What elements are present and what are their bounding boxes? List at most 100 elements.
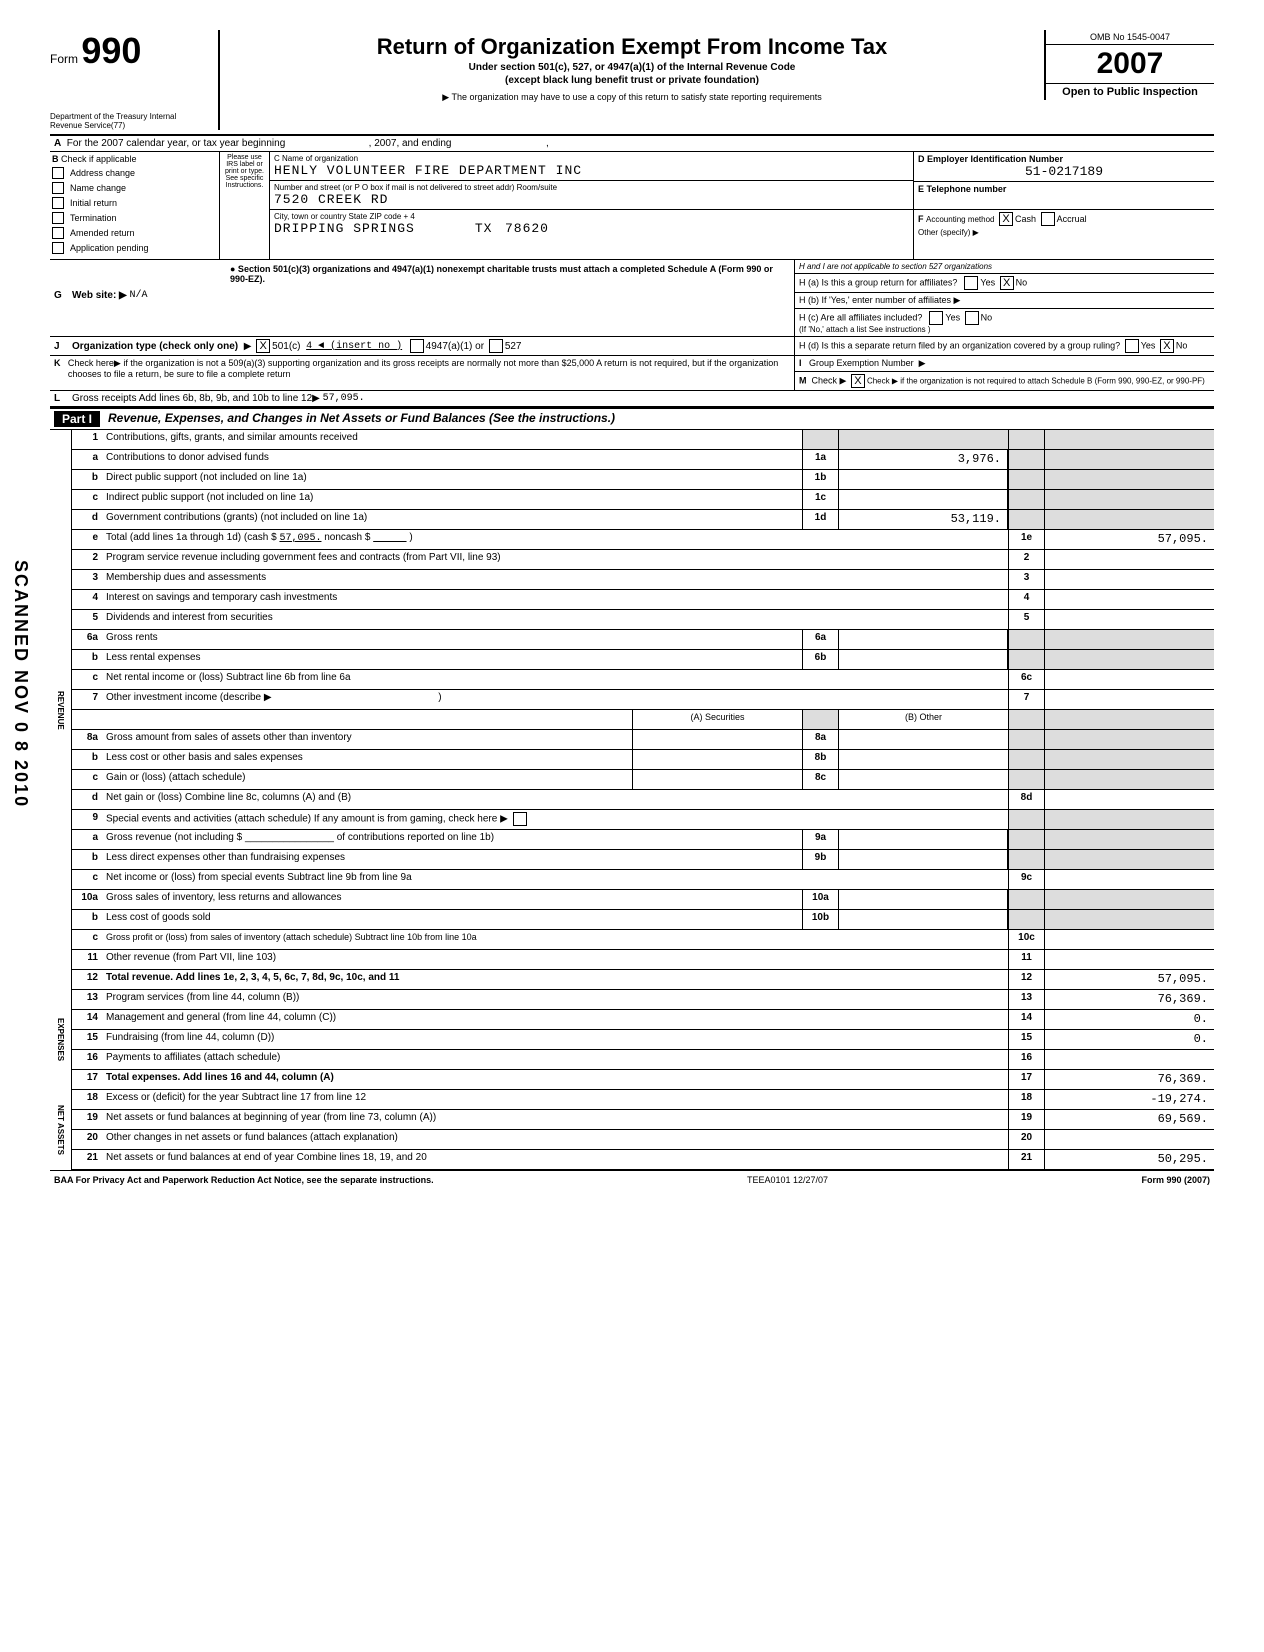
box1d: 1d: [802, 510, 838, 529]
line-a-mid: , 2007, and ending: [369, 138, 452, 149]
chk-initial-return[interactable]: [52, 197, 64, 209]
chk-application-pending[interactable]: [52, 242, 64, 254]
box10b: 10b: [802, 910, 838, 929]
ha-no-lbl: No: [1016, 277, 1028, 287]
h-d: H (d) Is this a separate return filed by…: [799, 340, 1120, 350]
ha-yes-lbl: Yes: [980, 277, 995, 287]
line21: Net assets or fund balances at end of ye…: [102, 1150, 1008, 1169]
box3: 3: [1008, 570, 1044, 589]
line-a-text: For the 2007 calendar year, or tax year …: [67, 138, 285, 149]
b-item2: Initial return: [70, 198, 117, 208]
val17: 76,369.: [1044, 1070, 1214, 1089]
website-value: N/A: [130, 290, 148, 301]
omb-number: OMB No 1545-0047: [1046, 30, 1214, 45]
box1b: 1b: [802, 470, 838, 489]
b-item0: Address change: [70, 168, 135, 178]
box10c: 10c: [1008, 930, 1044, 949]
line8c: Gain or (loss) (attach schedule): [102, 770, 632, 789]
page-footer: BAA For Privacy Act and Paperwork Reduct…: [50, 1170, 1214, 1189]
chk-m[interactable]: X: [851, 374, 865, 388]
hd-no[interactable]: X: [1160, 339, 1174, 353]
line8a: Gross amount from sales of assets other …: [102, 730, 632, 749]
j-label: Organization type (check only one): [72, 341, 238, 352]
footer-mid: TEEA0101 12/27/07: [747, 1175, 828, 1185]
i-label: Group Exemption Number: [809, 358, 914, 368]
col-a-securities: (A) Securities: [632, 710, 802, 729]
line10a: Gross sales of inventory, less returns a…: [102, 890, 802, 909]
line9c: Net income or (loss) from special events…: [102, 870, 1008, 889]
box10a: 10a: [802, 890, 838, 909]
line9: Special events and activities (attach sc…: [102, 810, 1008, 829]
footer-left: BAA For Privacy Act and Paperwork Reduct…: [54, 1175, 434, 1185]
box13: 13: [1008, 990, 1044, 1009]
line-a-end: ,: [546, 138, 549, 149]
h-b: H (b) If 'Yes,' enter number of affiliat…: [795, 293, 1214, 309]
box6c: 6c: [1008, 670, 1044, 689]
line8b: Less cost or other basis and sales expen…: [102, 750, 632, 769]
val21: 50,295.: [1044, 1150, 1214, 1169]
j-4947: 4947(a)(1) or: [426, 341, 484, 352]
b-item4: Amended return: [70, 228, 135, 238]
e-label: E Telephone number: [918, 184, 1210, 194]
val18: -19,274.: [1044, 1090, 1214, 1109]
g-label: Web site: ▶: [72, 290, 127, 301]
chk-cash[interactable]: X: [999, 212, 1013, 226]
b-item3: Termination: [70, 213, 117, 223]
part1-tag: Part I: [54, 411, 100, 427]
org-zip: 78620: [505, 221, 549, 236]
chk-gaming[interactable]: [513, 812, 527, 826]
val13: 76,369.: [1044, 990, 1214, 1009]
col-b-other: (B) Other: [838, 710, 1008, 729]
irs-label-col: Please use IRS label or print or type. S…: [220, 152, 270, 259]
box18: 18: [1008, 1090, 1044, 1109]
f-label: Accounting method: [926, 215, 995, 224]
hc-note: (If 'No,' attach a list See instructions…: [799, 325, 1210, 334]
hc-no[interactable]: [965, 311, 979, 325]
tax-year: 2007: [1046, 45, 1214, 84]
j-527: 527: [505, 341, 522, 352]
ein-value: 51-0217189: [918, 164, 1210, 179]
val1e: 57,095.: [1044, 530, 1214, 549]
val1a: 3,976.: [838, 450, 1008, 469]
j-insert: 4 ◄ (insert no ): [306, 341, 402, 352]
box20: 20: [1008, 1130, 1044, 1149]
chk-4947[interactable]: [410, 339, 424, 353]
subtitle1: Under section 501(c), 527, or 4947(a)(1)…: [232, 62, 1032, 73]
box19: 19: [1008, 1110, 1044, 1129]
chk-527[interactable]: [489, 339, 503, 353]
val14: 0.: [1044, 1010, 1214, 1029]
chk-name-change[interactable]: [52, 182, 64, 194]
chk-accrual[interactable]: [1041, 212, 1055, 226]
box8b: 8b: [802, 750, 838, 769]
line1a: Contributions to donor advised funds: [102, 450, 802, 469]
chk-amended[interactable]: [52, 227, 64, 239]
part1-title: Revenue, Expenses, and Changes in Net As…: [108, 411, 615, 427]
chk-address-change[interactable]: [52, 167, 64, 179]
hc-yes[interactable]: [929, 311, 943, 325]
line3: Membership dues and assessments: [102, 570, 1008, 589]
box17: 17: [1008, 1070, 1044, 1089]
form-header: Form 990 Department of the Treasury Inte…: [50, 30, 1214, 136]
ha-no[interactable]: X: [1000, 276, 1014, 290]
line4: Interest on savings and temporary cash i…: [102, 590, 1008, 609]
j-501c: 501(c): [272, 341, 300, 352]
box21: 21: [1008, 1150, 1044, 1169]
dept-label: Department of the Treasury Internal Reve…: [50, 112, 210, 130]
chk-termination[interactable]: [52, 212, 64, 224]
hd-yes[interactable]: [1125, 339, 1139, 353]
box7: 7: [1008, 690, 1044, 709]
box2: 2: [1008, 550, 1044, 569]
box11: 11: [1008, 950, 1044, 969]
org-address: 7520 CREEK RD: [274, 192, 909, 207]
ha-yes[interactable]: [964, 276, 978, 290]
chk-501c[interactable]: X: [256, 339, 270, 353]
box14: 14: [1008, 1010, 1044, 1029]
line1e: Total (add lines 1a through 1d) (cash $ …: [102, 530, 1008, 549]
city-label: City, town or country State ZIP code + 4: [274, 212, 909, 221]
header-note: ▶ The organization may have to use a cop…: [232, 92, 1032, 103]
i-arrow: ▶: [919, 358, 926, 368]
b-item1: Name change: [70, 183, 126, 193]
line10c: Gross profit or (loss) from sales of inv…: [102, 930, 1008, 949]
line15: Fundraising (from line 44, column (D)): [102, 1030, 1008, 1049]
h-pre: H and I are not applicable to section 52…: [795, 260, 1214, 274]
